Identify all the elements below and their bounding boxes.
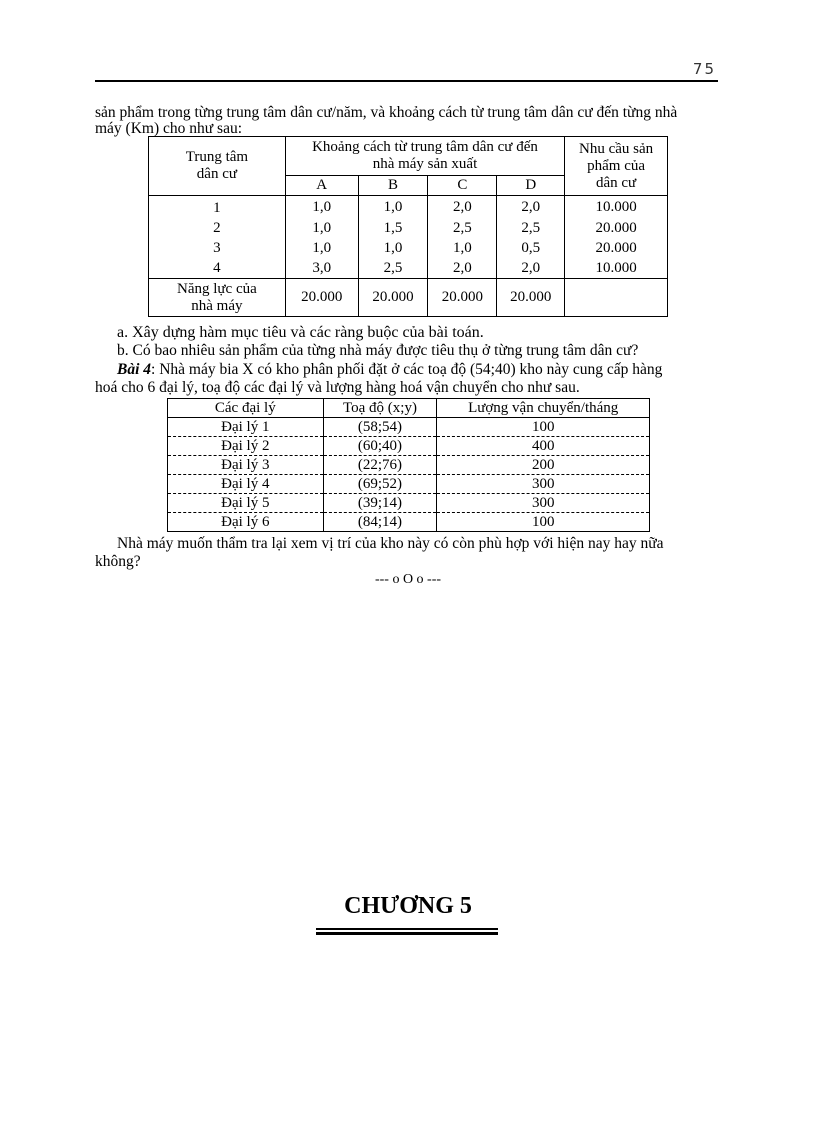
cell: 1,0 [284, 195, 359, 218]
volume: 100 [436, 512, 650, 532]
header-distance: Khoảng cách từ trung tâm dân cư đến nhà … [284, 136, 566, 176]
agent: Đại lý 6 [167, 512, 324, 532]
header-row: Các đại lý Toạ độ (x;y) Lượng vận chuyển/t… [167, 398, 650, 418]
volume: 100 [436, 417, 650, 437]
cell: 2,0 [496, 195, 566, 218]
page-number: 75 [692, 60, 716, 78]
table-row: Đại lý 1 (58;54) 100 [167, 417, 650, 437]
question-b: b. Có bao nhiêu sản phẩm của từng nhà má… [117, 342, 639, 359]
coord: (60;40) [322, 436, 438, 456]
center: 4 [148, 258, 286, 279]
volume: 400 [436, 436, 650, 456]
factory-d: D [496, 175, 566, 196]
bai4-line-2: hoá cho 6 đại lý, toạ độ các đại lý và l… [95, 379, 580, 396]
header-demand: Nhu cầu sản phẩm của dân cư [564, 136, 668, 196]
coord: (69;52) [322, 474, 438, 494]
table-row: Đại lý 4 (69;52) 300 [167, 474, 650, 494]
agent: Đại lý 5 [167, 493, 324, 513]
header-volume: Lượng vận chuyển/tháng [436, 398, 650, 418]
coord: (58;54) [322, 417, 438, 437]
cell: 1,0 [427, 238, 498, 258]
cell: 1,0 [357, 195, 429, 218]
capacity: 20.000 [284, 278, 359, 317]
demand: 20.000 [564, 218, 668, 238]
table-row: 1 1,0 1,0 2,0 2,0 10.000 [148, 195, 668, 218]
cell: 1,0 [284, 238, 359, 258]
cell: 2,0 [427, 258, 498, 279]
agent: Đại lý 2 [167, 436, 324, 456]
demand: 10.000 [564, 258, 668, 279]
cell: 3,0 [284, 258, 359, 279]
table-row: 3 1,0 1,0 1,0 0,5 20.000 [148, 238, 668, 258]
closing-line-1: Nhà máy muốn thẩm tra lại xem vị trí của… [117, 535, 664, 552]
header-coord: Toạ độ (x;y) [322, 398, 438, 418]
chapter-underline [316, 928, 498, 930]
demand: 20.000 [564, 238, 668, 258]
volume: 300 [436, 493, 650, 513]
cell: 1,0 [284, 218, 359, 238]
distance-table: Trung tâm dân cư Khoảng cách từ trung tâ… [148, 136, 668, 317]
intro-line-1: sản phẩm trong từng trung tâm dân cư/năm… [95, 104, 678, 121]
coord: (22;76) [322, 455, 438, 475]
table-row: Đại lý 2 (60;40) 400 [167, 436, 650, 456]
empty-cell [564, 278, 668, 317]
cell: 0,5 [496, 238, 566, 258]
table-row: 2 1,0 1,5 2,5 2,5 20.000 [148, 218, 668, 238]
cell: 2,5 [357, 258, 429, 279]
table-row: Đại lý 3 (22;76) 200 [167, 455, 650, 475]
table-row: Đại lý 6 (84;14) 100 [167, 512, 650, 532]
bai4-text: : Nhà máy bia X có kho phân phối đặt ở c… [151, 361, 663, 378]
coord: (39;14) [322, 493, 438, 513]
cell: 2,0 [427, 195, 498, 218]
factory-b: B [357, 175, 429, 196]
table-row: Đại lý 5 (39;14) 300 [167, 493, 650, 513]
capacity-label: Năng lực của nhà máy [148, 278, 286, 317]
agent: Đại lý 1 [167, 417, 324, 437]
bai4-line-1: Bài 4: Nhà máy bia X có kho phân phối đặ… [117, 361, 662, 379]
question-a: a. Xây dựng hàm mục tiêu và các ràng buộ… [117, 324, 484, 341]
closing-line-2: không? [95, 553, 141, 570]
volume: 300 [436, 474, 650, 494]
capacity-row: Năng lực của nhà máy 20.000 20.000 20.00… [148, 278, 668, 317]
demand: 10.000 [564, 195, 668, 218]
coord: (84;14) [322, 512, 438, 532]
factory-c: C [427, 175, 498, 196]
intro-line-2: máy (Km) cho như sau: [95, 120, 243, 137]
cell: 2,0 [496, 258, 566, 279]
cell: 1,0 [357, 238, 429, 258]
capacity: 20.000 [357, 278, 429, 317]
capacity: 20.000 [427, 278, 498, 317]
header-rule [95, 80, 718, 82]
cell: 2,5 [427, 218, 498, 238]
table-row: 4 3,0 2,5 2,0 2,0 10.000 [148, 258, 668, 279]
chapter-underline-thick [316, 932, 498, 935]
header-center: Trung tâm dân cư [148, 136, 286, 196]
volume: 200 [436, 455, 650, 475]
center: 2 [148, 218, 286, 238]
bai4-label: Bài 4 [117, 361, 152, 378]
capacity: 20.000 [496, 278, 566, 317]
agents-table: Các đại lý Toạ độ (x;y) Lượng vận chuyển/t… [167, 398, 650, 532]
cell: 2,5 [496, 218, 566, 238]
header-agent: Các đại lý [167, 398, 324, 418]
center: 3 [148, 238, 286, 258]
factory-a: A [284, 175, 359, 196]
chapter-title: CHƯƠNG 5 [344, 893, 472, 919]
cell: 1,5 [357, 218, 429, 238]
section-separator: --- o O o --- [374, 572, 442, 587]
agent: Đại lý 3 [167, 455, 324, 475]
center: 1 [148, 195, 286, 218]
agent: Đại lý 4 [167, 474, 324, 494]
